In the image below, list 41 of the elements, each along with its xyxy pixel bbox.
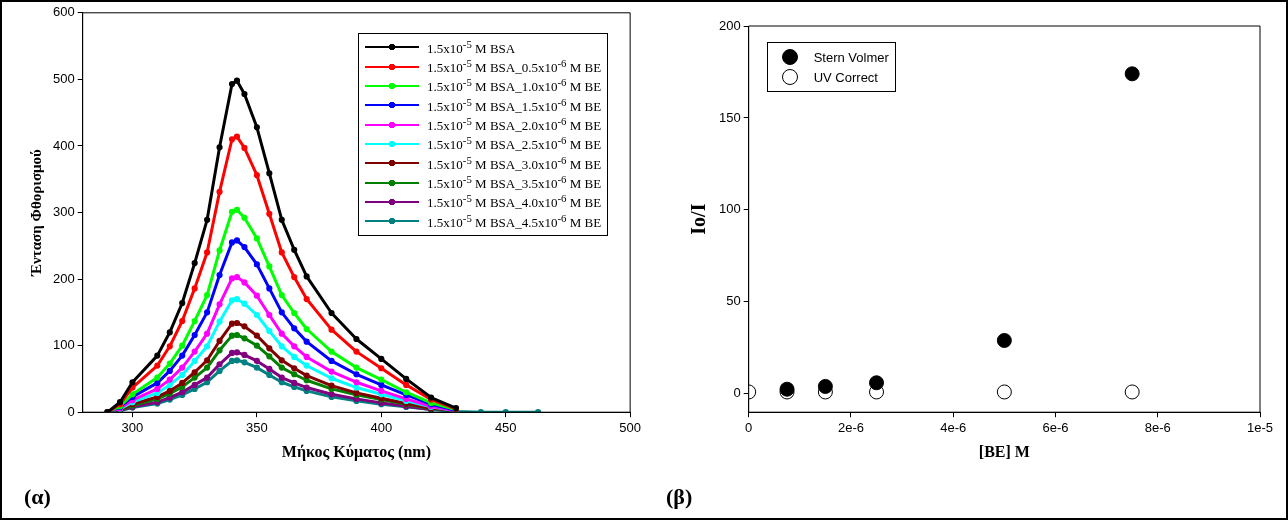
legend-label: 1.5x10$^{-5}$ M BSA_3.0x10$^{-6}$ M BE: [427, 153, 602, 174]
x-tick-label: 300: [121, 419, 144, 435]
legend-label: 1.5x10$^{-5}$ M BSA: [427, 37, 516, 58]
y-tick-label: 500: [52, 70, 75, 86]
x-tick-label: 0: [745, 419, 753, 435]
y-tick-label: 400: [52, 137, 75, 153]
legend-label: 1.5x10$^{-5}$ M BSA_3.5x10$^{-6}$ M BE: [427, 173, 602, 193]
legend-label: UV Correct: [813, 69, 878, 85]
y-tick-label: 150: [718, 109, 741, 125]
y-tick-label: 600: [52, 4, 75, 20]
x-tick-label: 2e-6: [837, 419, 864, 435]
y-tick-label: 200: [52, 270, 75, 286]
x-tick-label: 1e-5: [1246, 419, 1274, 435]
text: (β): [666, 484, 693, 510]
y-tick-label: 300: [52, 204, 75, 220]
y-axis-title: Ένταση Φθορισμού: [27, 148, 44, 277]
y-tick-label: 50: [726, 293, 741, 309]
x-tick-label: 450: [494, 419, 517, 435]
y-axis-title: Io/I: [687, 203, 710, 235]
y-tick-label: 200: [718, 17, 741, 33]
legend-label: Stern Volmer: [813, 49, 889, 65]
x-tick-label: 400: [370, 419, 393, 435]
legend-label: 1.5x10$^{-5}$ M BSA_4.5x10$^{-6}$ M BE: [427, 211, 602, 232]
legend-label: 1.5x10$^{-5}$ M BSA_4.0x10$^{-6}$ M BE: [427, 192, 602, 212]
y-tick-label: 100: [718, 201, 741, 217]
x-axis-title: Μήκος Κύματος (nm): [281, 442, 431, 461]
text: (α): [24, 484, 51, 510]
x-axis-title: [BE] M: [978, 442, 1030, 460]
legend-label: 1.5x10$^{-5}$ M BSA_1.0x10$^{-6}$ M BE: [427, 76, 602, 96]
y-tick-label: 0: [733, 385, 741, 401]
y-tick-label: 100: [52, 337, 75, 353]
y-tick-label: 0: [67, 403, 75, 419]
x-tick-label: 8e-6: [1144, 419, 1171, 435]
x-tick-label: 500: [619, 419, 642, 435]
legend-label: 1.5x10$^{-5}$ M BSA_1.5x10$^{-6}$ M BE: [427, 95, 602, 116]
legend-label: 1.5x10$^{-5}$ M BSA_2.0x10$^{-6}$ M BE: [427, 115, 602, 135]
legend-label: 1.5x10$^{-5}$ M BSA_0.5x10$^{-6}$ M BE: [427, 57, 602, 77]
x-tick-label: 6e-6: [1042, 419, 1069, 435]
x-tick-label: 350: [246, 419, 268, 435]
x-tick-label: 4e-6: [940, 419, 967, 435]
legend-label: 1.5x10$^{-5}$ M BSA_2.5x10$^{-6}$ M BE: [427, 134, 602, 154]
